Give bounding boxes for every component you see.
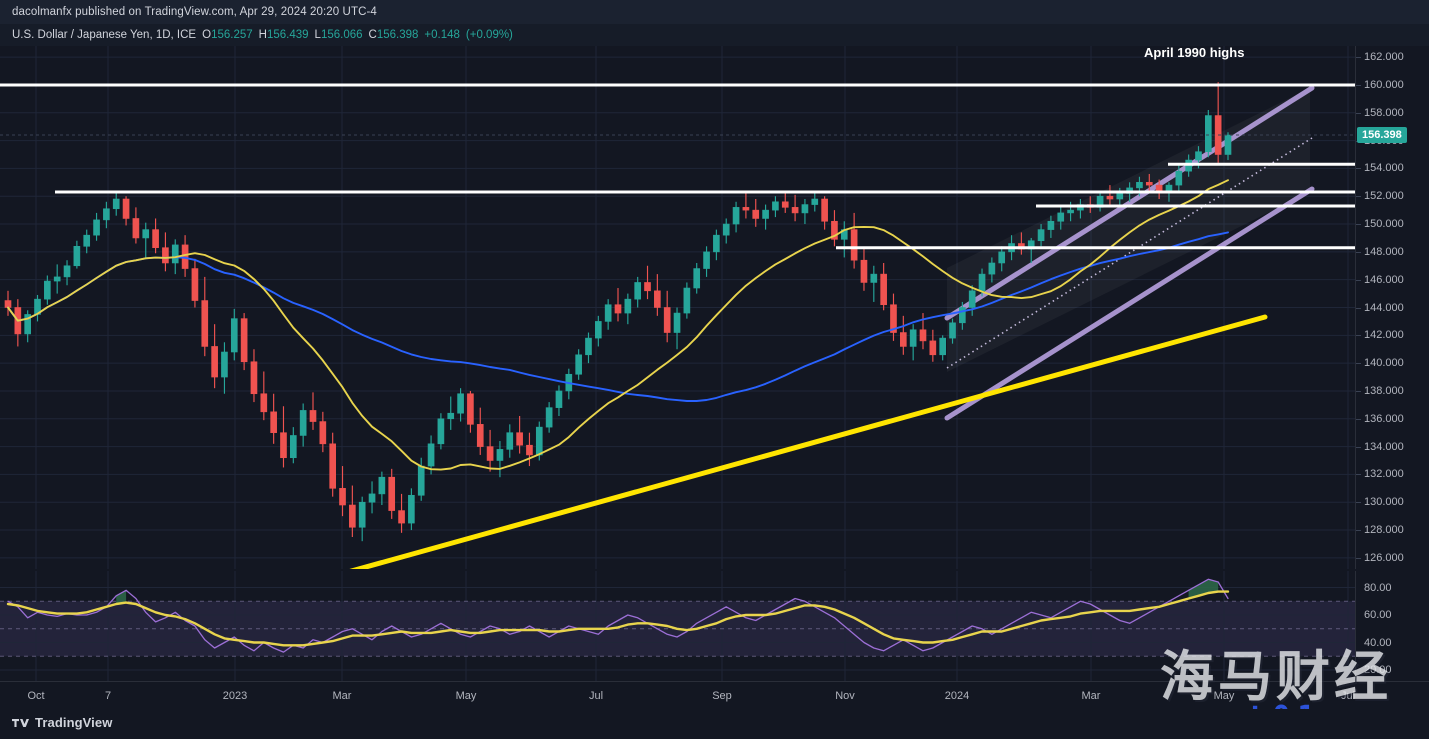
time-axis-label: 2024	[944, 690, 970, 702]
price-axis-tick	[1356, 279, 1361, 281]
legend-symbol[interactable]: U.S. Dollar / Japanese Yen, 1D, ICE	[12, 29, 197, 41]
price-axis-tick	[1356, 474, 1361, 476]
time-axis-label: Mar	[332, 690, 352, 702]
legend-low: L156.066	[314, 29, 363, 41]
price-axis-tick	[1356, 112, 1361, 114]
price-chart-svg	[0, 46, 1355, 569]
time-axis-label: 2023	[222, 690, 248, 702]
price-axis-tick	[1356, 530, 1361, 532]
chart-annotation[interactable]: April 1990 highs	[1144, 45, 1245, 60]
price-axis-tick	[1356, 557, 1361, 559]
price-axis-label: 154.000	[1364, 162, 1404, 175]
price-axis-label: 158.000	[1364, 106, 1404, 119]
publisher-bar: dacolmanfx published on TradingView.com,…	[0, 0, 1429, 24]
time-axis-label: May	[455, 690, 477, 702]
price-axis-tick	[1356, 84, 1361, 86]
price-axis-label: 138.000	[1364, 384, 1404, 397]
price-axis-tick	[1356, 335, 1361, 337]
price-axis-tick	[1356, 390, 1361, 392]
price-axis-label: 136.000	[1364, 412, 1404, 425]
rsi-indicator-panel[interactable]	[0, 571, 1355, 681]
price-axis-label: 152.000	[1364, 190, 1404, 203]
rsi-axis-label: 20.00	[1364, 664, 1392, 676]
legend-change: +0.148	[424, 29, 460, 41]
time-axis-label: Sep	[712, 690, 732, 702]
rsi-axis[interactable]: 80.00 60.00 40.00 20.00	[1355, 571, 1429, 681]
price-axis-label: 132.000	[1364, 468, 1404, 481]
price-axis[interactable]: 162.000160.000158.000156.000154.000152.0…	[1355, 46, 1429, 569]
legend-open: O156.257	[202, 29, 253, 41]
time-axis-label: Jul	[588, 690, 604, 702]
price-axis-tick	[1356, 251, 1361, 253]
rsi-axis-label: 60.00	[1364, 609, 1392, 621]
time-axis-label: Mar	[1081, 690, 1101, 702]
publisher-text: dacolmanfx published on TradingView.com,…	[12, 6, 377, 18]
tradingview-mark-icon	[12, 718, 29, 727]
rsi-chart-svg	[0, 571, 1355, 681]
time-axis-label: Jul	[1340, 690, 1356, 702]
time-axis-label: May	[1213, 690, 1235, 702]
legend-high: H156.439	[258, 29, 309, 41]
price-axis-tick	[1356, 446, 1361, 448]
price-axis-label: 148.000	[1364, 245, 1404, 258]
price-axis-tick	[1356, 418, 1361, 420]
tradingview-logo[interactable]: TradingView	[12, 715, 112, 730]
time-axis-label: 7	[104, 690, 112, 702]
price-axis-tick	[1356, 502, 1361, 504]
price-axis-label: 128.000	[1364, 524, 1404, 537]
price-axis-label: 150.000	[1364, 218, 1404, 231]
price-axis-tick	[1356, 196, 1361, 198]
price-axis-label: 144.000	[1364, 301, 1404, 314]
price-axis-label: 160.000	[1364, 78, 1404, 91]
price-axis-tick	[1356, 224, 1361, 226]
rsi-axis-label: 40.00	[1364, 636, 1392, 649]
tradingview-logo-text: TradingView	[35, 715, 113, 730]
legend-close: C156.398	[368, 29, 419, 41]
chart-legend: U.S. Dollar / Japanese Yen, 1D, ICE O156…	[0, 24, 1429, 46]
rsi-axis-label: 80.00	[1364, 581, 1392, 594]
price-axis-label: 142.000	[1364, 329, 1404, 342]
price-axis-tick	[1356, 307, 1361, 309]
price-axis-label: 162.000	[1364, 51, 1404, 64]
legend-change-pct: (+0.09%)	[465, 29, 513, 41]
price-axis-tick	[1356, 363, 1361, 365]
price-axis-label: 140.000	[1364, 357, 1404, 370]
brand-watermark: 海马财经	[1160, 645, 1392, 708]
price-axis-tick	[1356, 168, 1361, 170]
time-axis-label: Nov	[835, 690, 855, 702]
current-price-badge[interactable]: 156.398	[1357, 127, 1407, 144]
price-chart-panel[interactable]	[0, 46, 1355, 569]
price-axis-label: 130.000	[1364, 496, 1404, 509]
price-axis-label: 146.000	[1364, 273, 1404, 286]
price-axis-label: 126.000	[1364, 551, 1404, 564]
footer-bar: TradingView	[0, 709, 1429, 739]
time-axis-label: Oct	[27, 690, 45, 702]
price-axis-label: 134.000	[1364, 440, 1404, 453]
time-axis[interactable]: Oct 7 2023 Mar May Jul Sep Nov 2024 Mar May Jul	[0, 681, 1429, 710]
price-axis-tick	[1356, 57, 1361, 59]
